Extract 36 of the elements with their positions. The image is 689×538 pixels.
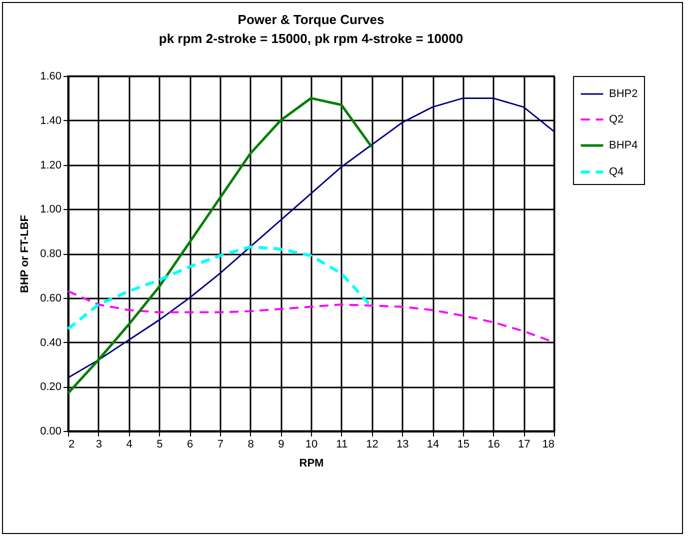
y-tick-label: 0.80	[40, 248, 62, 260]
y-tick-label: 0.60	[40, 292, 62, 304]
line-series	[66, 96, 373, 395]
x-tick-label: 18	[542, 438, 554, 450]
y-tick-label: 0.20	[40, 381, 62, 394]
x-tick-label: 9	[278, 438, 284, 450]
x-tick-label: 16	[488, 438, 500, 450]
x-tick-label: 14	[426, 438, 440, 450]
y-tick-label: 1.60	[40, 70, 62, 82]
x-tick-label: 6	[186, 438, 194, 450]
y-tick-label: 1.00	[40, 204, 62, 216]
x-tick-label: 2	[68, 438, 75, 450]
legend-label: Q4	[609, 166, 624, 178]
y-tick-label: 1.40	[40, 114, 62, 127]
x-tick-label: 13	[396, 438, 409, 450]
y-tick-label: 0.40	[40, 336, 62, 349]
y-axis-title: BHP or FT-LBF	[19, 214, 32, 294]
x-tick-label: 11	[336, 438, 348, 450]
chart-subtitle: pk rpm 2-stroke = 15000, pk rpm 4-stroke = 10000	[158, 31, 464, 46]
y-tick-label: 0.00	[40, 426, 62, 438]
x-tick-label: 12	[366, 438, 378, 450]
chart-title: Power & Torque Curves	[238, 12, 384, 27]
x-tick-label: 7	[217, 438, 224, 450]
legend-label: BHP2	[609, 88, 638, 100]
x-tick-label: 8	[248, 438, 254, 450]
x-tick-label: 4	[126, 438, 132, 450]
x-tick-label: 10	[305, 438, 318, 450]
x-tick-label: 15	[457, 438, 470, 450]
x-tick-label: 17	[518, 438, 530, 450]
y-tick-label: 1.20	[40, 159, 62, 172]
legend-label: BHP4	[609, 140, 638, 152]
x-tick-label: 5	[156, 438, 163, 450]
legend-label: Q2	[609, 114, 624, 126]
x-axis-title: RPM	[299, 458, 324, 470]
line-series	[67, 97, 555, 378]
x-tick-label: 3	[96, 438, 102, 450]
